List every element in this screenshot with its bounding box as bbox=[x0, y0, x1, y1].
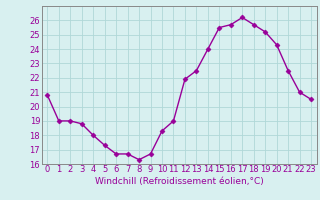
X-axis label: Windchill (Refroidissement éolien,°C): Windchill (Refroidissement éolien,°C) bbox=[95, 177, 264, 186]
